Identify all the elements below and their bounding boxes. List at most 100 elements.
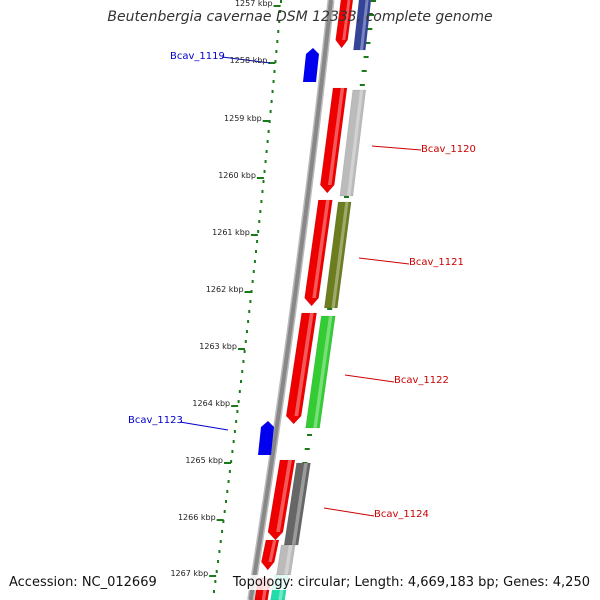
scale-tick-label: 1265 kbp — [185, 456, 224, 465]
scale-tick-label: 1257 kbp — [234, 0, 273, 8]
scale-dot — [230, 460, 233, 463]
cds-bar-1124 — [267, 459, 296, 541]
feature-darkgray-1124 — [283, 462, 311, 546]
scale-dot — [219, 540, 222, 543]
scale-tick-mark — [209, 575, 217, 577]
scale-tick-mark — [262, 120, 270, 122]
scale-dot — [248, 310, 251, 313]
scale-dash — [307, 434, 313, 436]
scale-dot — [215, 570, 218, 573]
cds-bar-small — [261, 539, 280, 571]
scale-dot — [278, 20, 281, 23]
cds-bar-1-shine — [342, 0, 351, 40]
scale-dash — [363, 56, 369, 58]
gene-leader-line — [358, 257, 410, 265]
scale-dot — [276, 40, 279, 43]
scale-tick-label: 1259 kbp — [224, 114, 262, 123]
gene-label-bcav-1123[interactable]: Bcav_1123 — [128, 415, 183, 426]
scale-dot — [247, 320, 250, 323]
feature-green-1122-shine — [313, 316, 333, 428]
scale-dash — [365, 42, 371, 44]
cds-bar-1122 — [285, 312, 317, 425]
scale-dot — [264, 160, 267, 163]
cds-bar-1124-shine — [276, 460, 292, 532]
scale-tick-mark — [273, 5, 281, 7]
scale-dash — [327, 308, 333, 310]
scale-dash — [343, 196, 349, 198]
scale-dot — [218, 550, 221, 553]
scale-tick-label: 1264 kbp — [192, 399, 231, 408]
scale-tick-mark — [244, 291, 252, 293]
scale-tick-mark — [224, 462, 232, 464]
gene-label-bcav-1120[interactable]: Bcav_1120 — [421, 144, 476, 155]
scale-dot — [272, 80, 275, 83]
feature-navy-shine — [360, 0, 369, 50]
genome-summary-text: Topology: circular; Length: 4,669,183 bp… — [232, 575, 590, 590]
feature-gray-1120-shine — [347, 90, 364, 196]
scale-dot — [238, 390, 241, 393]
scale-dash — [369, 14, 375, 16]
scale-dot — [260, 200, 263, 203]
scale-dot — [270, 100, 273, 103]
scale-dot — [228, 470, 231, 473]
scale-dot — [274, 60, 277, 63]
gene-label-bcav-1119[interactable]: Bcav_1119 — [170, 51, 225, 62]
scale-dot — [265, 150, 268, 153]
scale-dot — [253, 260, 256, 263]
backbone-line — [248, 0, 333, 600]
scale-tick-mark — [256, 177, 264, 179]
scale-dot — [249, 300, 252, 303]
scale-dot — [243, 350, 246, 353]
scale-dash — [361, 70, 367, 72]
accession-text: Accession: NC_012669 — [9, 575, 157, 590]
scale-dot — [244, 340, 247, 343]
gene-label-bcav-1122[interactable]: Bcav_1122 — [394, 375, 449, 386]
gene-leader-line — [323, 507, 375, 517]
scale-dot — [235, 420, 238, 423]
gene-label-bcav-1121[interactable]: Bcav_1121 — [409, 257, 464, 268]
scale-dot — [225, 500, 227, 503]
scale-dot — [223, 510, 226, 513]
scale-dot — [221, 530, 224, 533]
scale-dot — [241, 370, 244, 373]
gene-leader-line — [221, 56, 271, 64]
scale-dot — [227, 480, 230, 483]
scale-tick-mark — [216, 519, 224, 521]
scale-dash — [359, 84, 365, 86]
scale-dot — [255, 250, 257, 253]
gene-leader-line — [344, 374, 395, 383]
scale-dot — [222, 520, 225, 523]
genome-title: Beutenbergia cavernae DSM 12333, complet… — [107, 9, 493, 25]
cds-bar-1122-shine — [294, 313, 314, 416]
scale-tick-label: 1261 kbp — [212, 228, 250, 237]
scale-dot — [271, 90, 274, 93]
feature-olive-1121-shine — [331, 202, 349, 308]
blue-gene-1123 — [258, 421, 274, 455]
scale-dash — [371, 0, 376, 2]
scale-dot — [269, 110, 272, 113]
scale-tick-label: 1263 kbp — [199, 342, 237, 351]
gene-leader-line — [371, 145, 422, 151]
gene-label-bcav-1124[interactable]: Bcav_1124 — [374, 509, 429, 520]
scale-dot — [237, 400, 240, 403]
scale-dot — [251, 280, 254, 283]
scale-dot — [232, 440, 235, 443]
scale-dot — [259, 210, 262, 213]
scale-dot — [279, 10, 282, 13]
cds-bar-1 — [335, 0, 354, 49]
scale-dot — [262, 180, 265, 183]
scale-dot — [217, 560, 220, 563]
feature-olive-1121 — [324, 201, 352, 309]
scale-tick-mark — [231, 405, 239, 407]
scale-dot — [252, 270, 255, 273]
scale-dash — [367, 28, 373, 30]
scale-dash — [304, 448, 310, 450]
scale-dot — [245, 330, 248, 333]
blue-gene-1119 — [303, 48, 319, 82]
scale-dot — [233, 430, 236, 433]
cds-bar-1120 — [320, 87, 348, 194]
scale-dot — [263, 170, 266, 173]
scale-dot — [280, 0, 282, 3]
cds-bar-1120-shine — [327, 88, 345, 185]
